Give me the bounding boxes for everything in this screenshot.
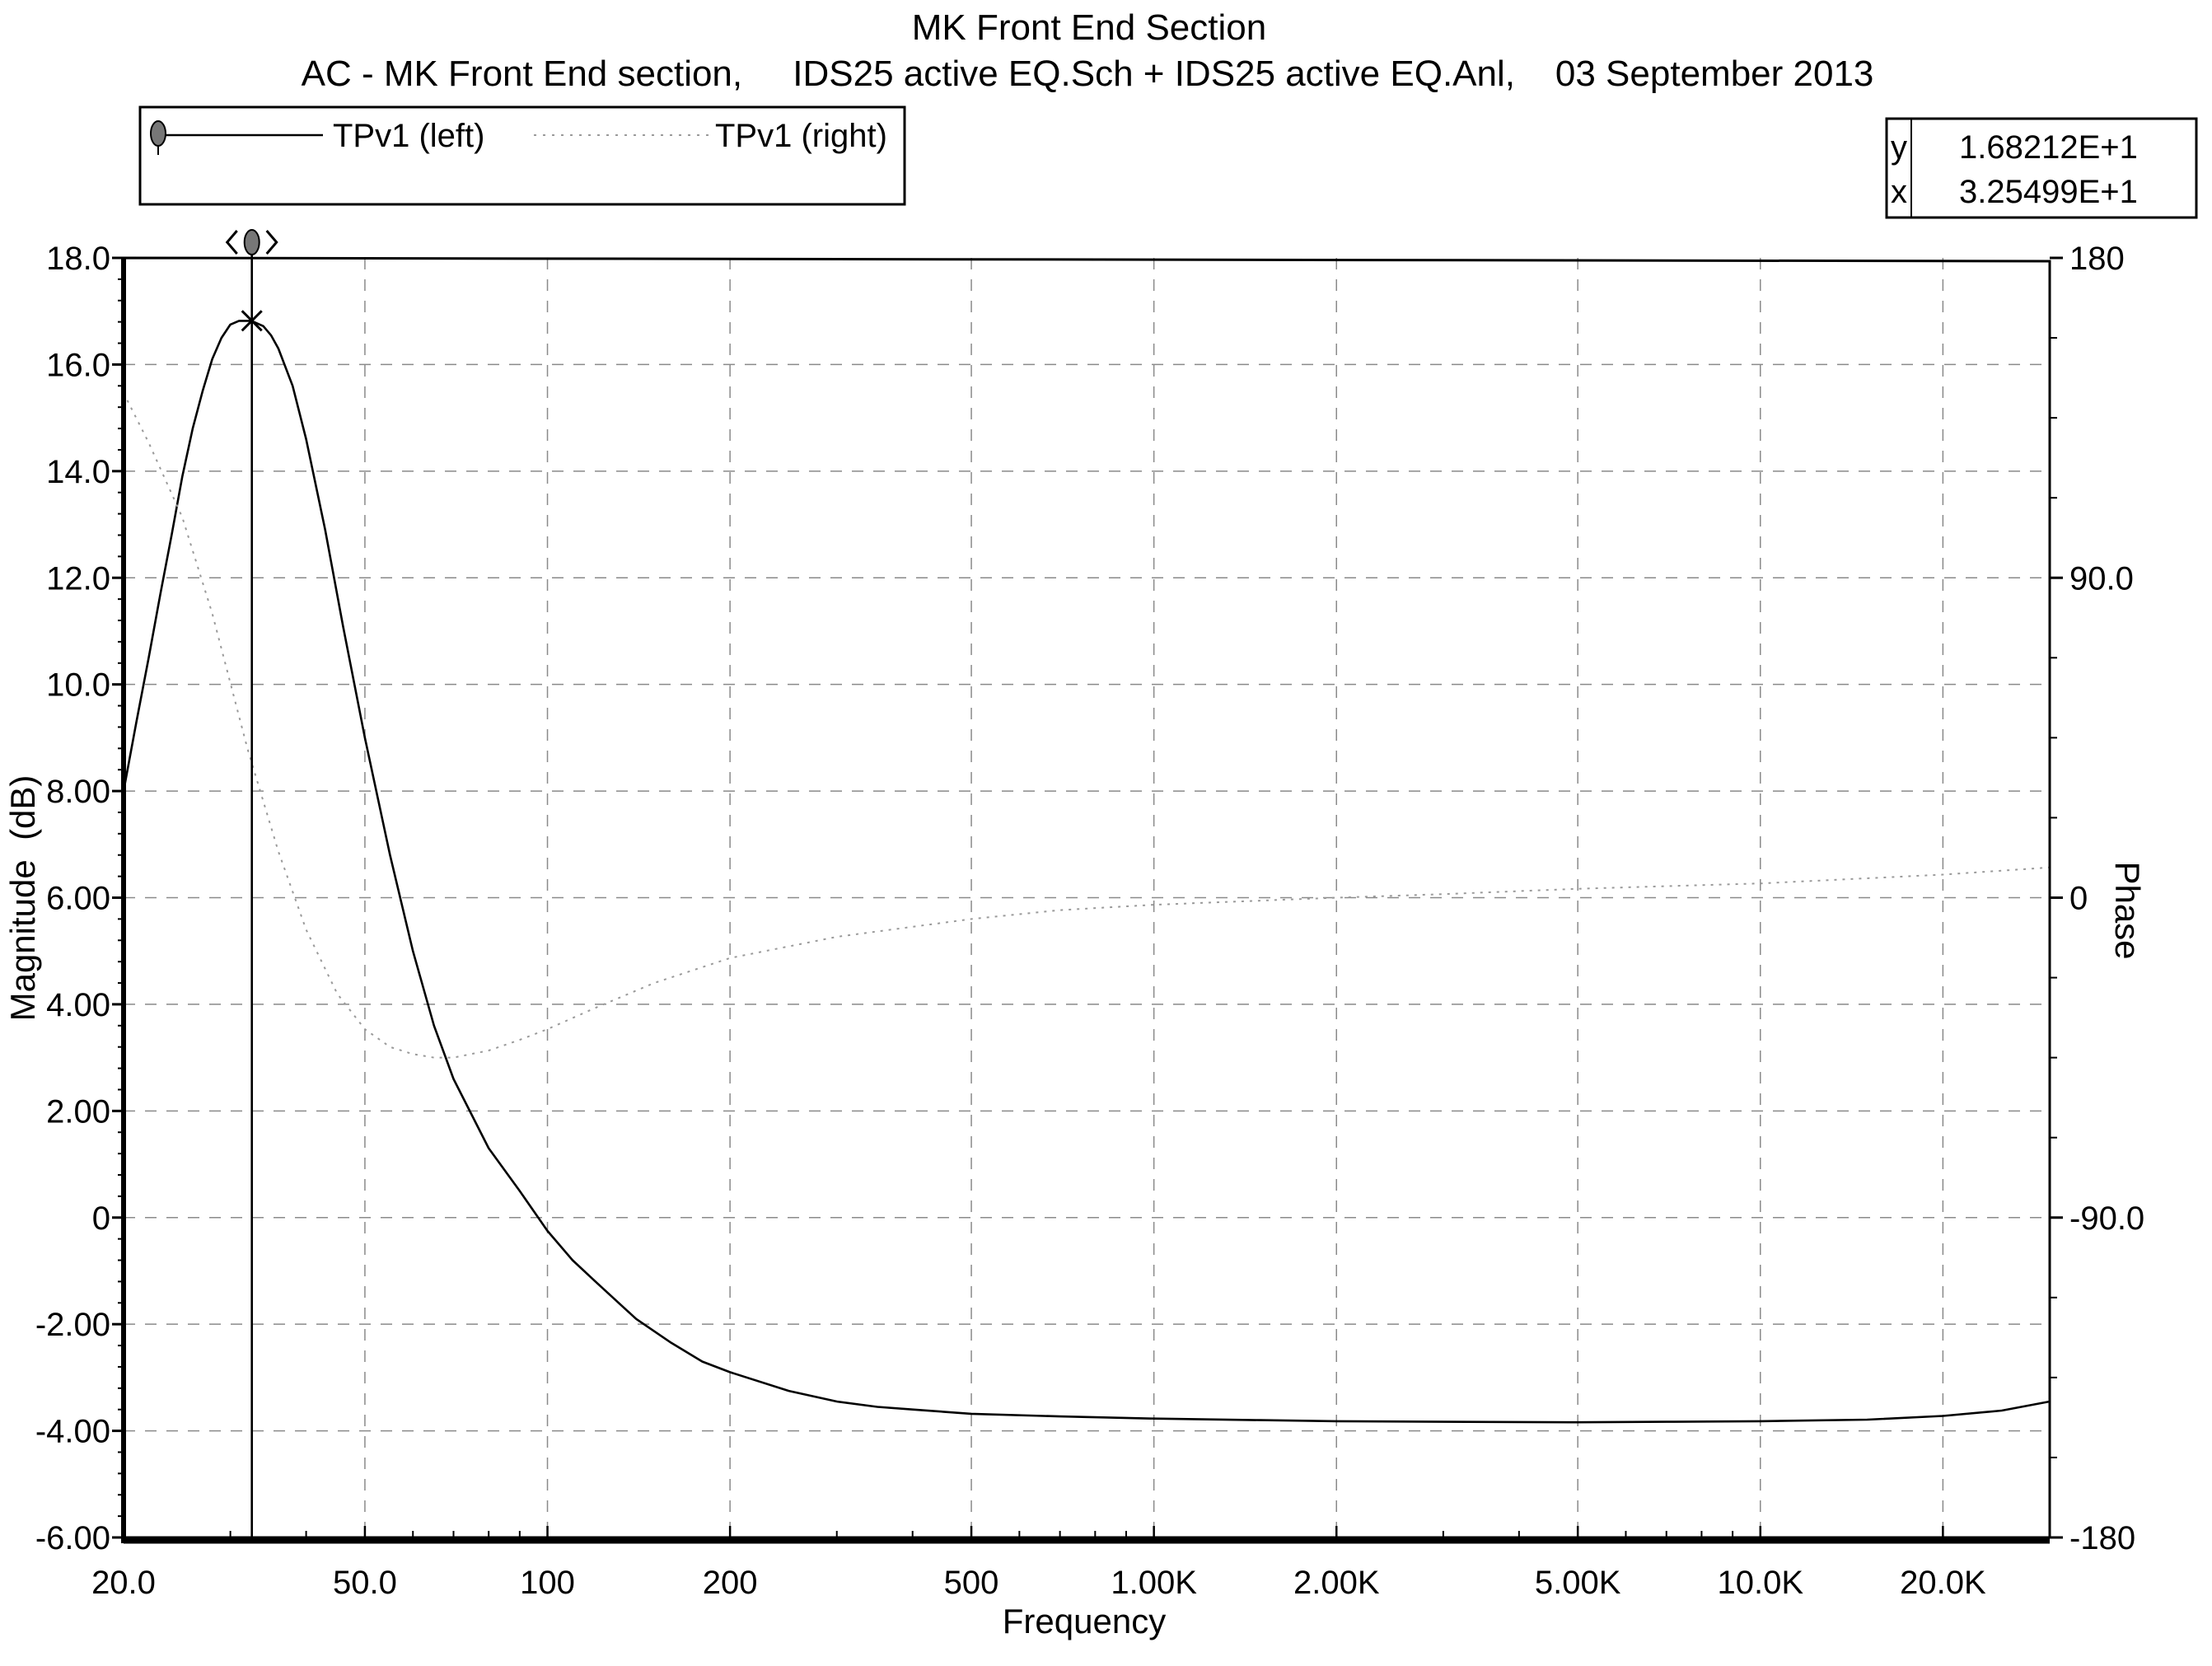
legend-label-left: TPv1 (left)	[333, 118, 484, 154]
y-axis-ticks: 18.0 16.0 14.0 12.0 10.0 8.00 6.00 4.00 2.00 0 -2.…	[35, 241, 124, 1556]
legend: TPv1 (left) TPv1 (right)	[138, 105, 906, 206]
x-tick-label: 20.0K	[1900, 1565, 1986, 1601]
chart-subtitle: AC - MK Front End section, IDS25 active …	[302, 54, 1874, 94]
x-tick-label: 2.00K	[1293, 1565, 1380, 1601]
cursor-cross-mark	[241, 310, 263, 332]
chart-title: MK Front End Section	[912, 7, 1266, 48]
y-tick-label: -4.00	[35, 1414, 110, 1450]
y-tick-label: 2.00	[46, 1093, 110, 1130]
y-tick-label: 10.0	[46, 667, 110, 704]
readout-y-value: 1.68212E+1	[1959, 129, 2138, 166]
y-tick-label: 14.0	[46, 454, 110, 490]
y2-tick-label: 90.0	[2069, 560, 2134, 597]
x-axis-ticks: 20.0 50.0 100 200 500 1.00K 2.00K 5.00K 10.0K 20.…	[91, 1526, 1986, 1601]
cursor-left-arrow-icon[interactable]	[225, 230, 238, 255]
y-tick-label: 4.00	[46, 987, 110, 1023]
y2-tick-label: 180	[2069, 241, 2125, 277]
x-tick-label: 500	[944, 1565, 999, 1601]
y-tick-label: 0	[92, 1200, 110, 1237]
readout-y-label: y	[1891, 129, 1907, 166]
y-tick-label: 18.0	[46, 241, 110, 277]
readout-x-label: x	[1891, 174, 1907, 210]
y2-tick-label: -90.0	[2069, 1200, 2144, 1237]
y-tick-label: 8.00	[46, 774, 110, 810]
x-tick-label: 5.00K	[1535, 1565, 1621, 1601]
cursor-readout: y 1.68212E+1 x 3.25499E+1	[1885, 117, 2198, 219]
y2-tick-label: -180	[2069, 1520, 2135, 1556]
x-tick-label: 50.0	[333, 1565, 397, 1601]
x-tick-label: 10.0K	[1718, 1565, 1804, 1601]
x-tick-label: 20.0	[91, 1565, 156, 1601]
x-tick-label: 200	[703, 1565, 758, 1601]
grid	[124, 258, 2050, 1537]
legend-box	[138, 105, 906, 206]
y-tick-label: 6.00	[46, 881, 110, 917]
y-tick-label: 16.0	[46, 347, 110, 383]
legend-label-right: TPv1 (right)	[715, 118, 887, 154]
cursor-layer	[225, 229, 278, 1537]
readout-x-value: 3.25499E+1	[1959, 174, 2138, 210]
series-layer	[122, 320, 2051, 1424]
y-tick-label: -6.00	[35, 1520, 110, 1556]
x-axis-label: Frequency	[1003, 1602, 1166, 1640]
y-tick-label: -2.00	[35, 1307, 110, 1343]
series-line-right	[123, 392, 2051, 1059]
y-tick-label: 12.0	[46, 560, 110, 597]
x-tick-label: 1.00K	[1111, 1565, 1197, 1601]
y2-tick-label: 0	[2069, 881, 2088, 917]
legend-marker-icon	[150, 120, 166, 147]
cursor-right-arrow-icon[interactable]	[265, 230, 278, 255]
x-tick-label: 100	[520, 1565, 575, 1601]
y-axis-label: Magnitude (dB)	[3, 775, 42, 1022]
cursor-handle-icon[interactable]	[243, 229, 260, 255]
y2-axis-ticks: 180 90.0 0 -90.0 -180	[2050, 241, 2144, 1556]
readout-box	[1885, 117, 2198, 219]
series-line-left	[122, 320, 2051, 1424]
y2-axis-label: Phase	[2108, 861, 2147, 959]
